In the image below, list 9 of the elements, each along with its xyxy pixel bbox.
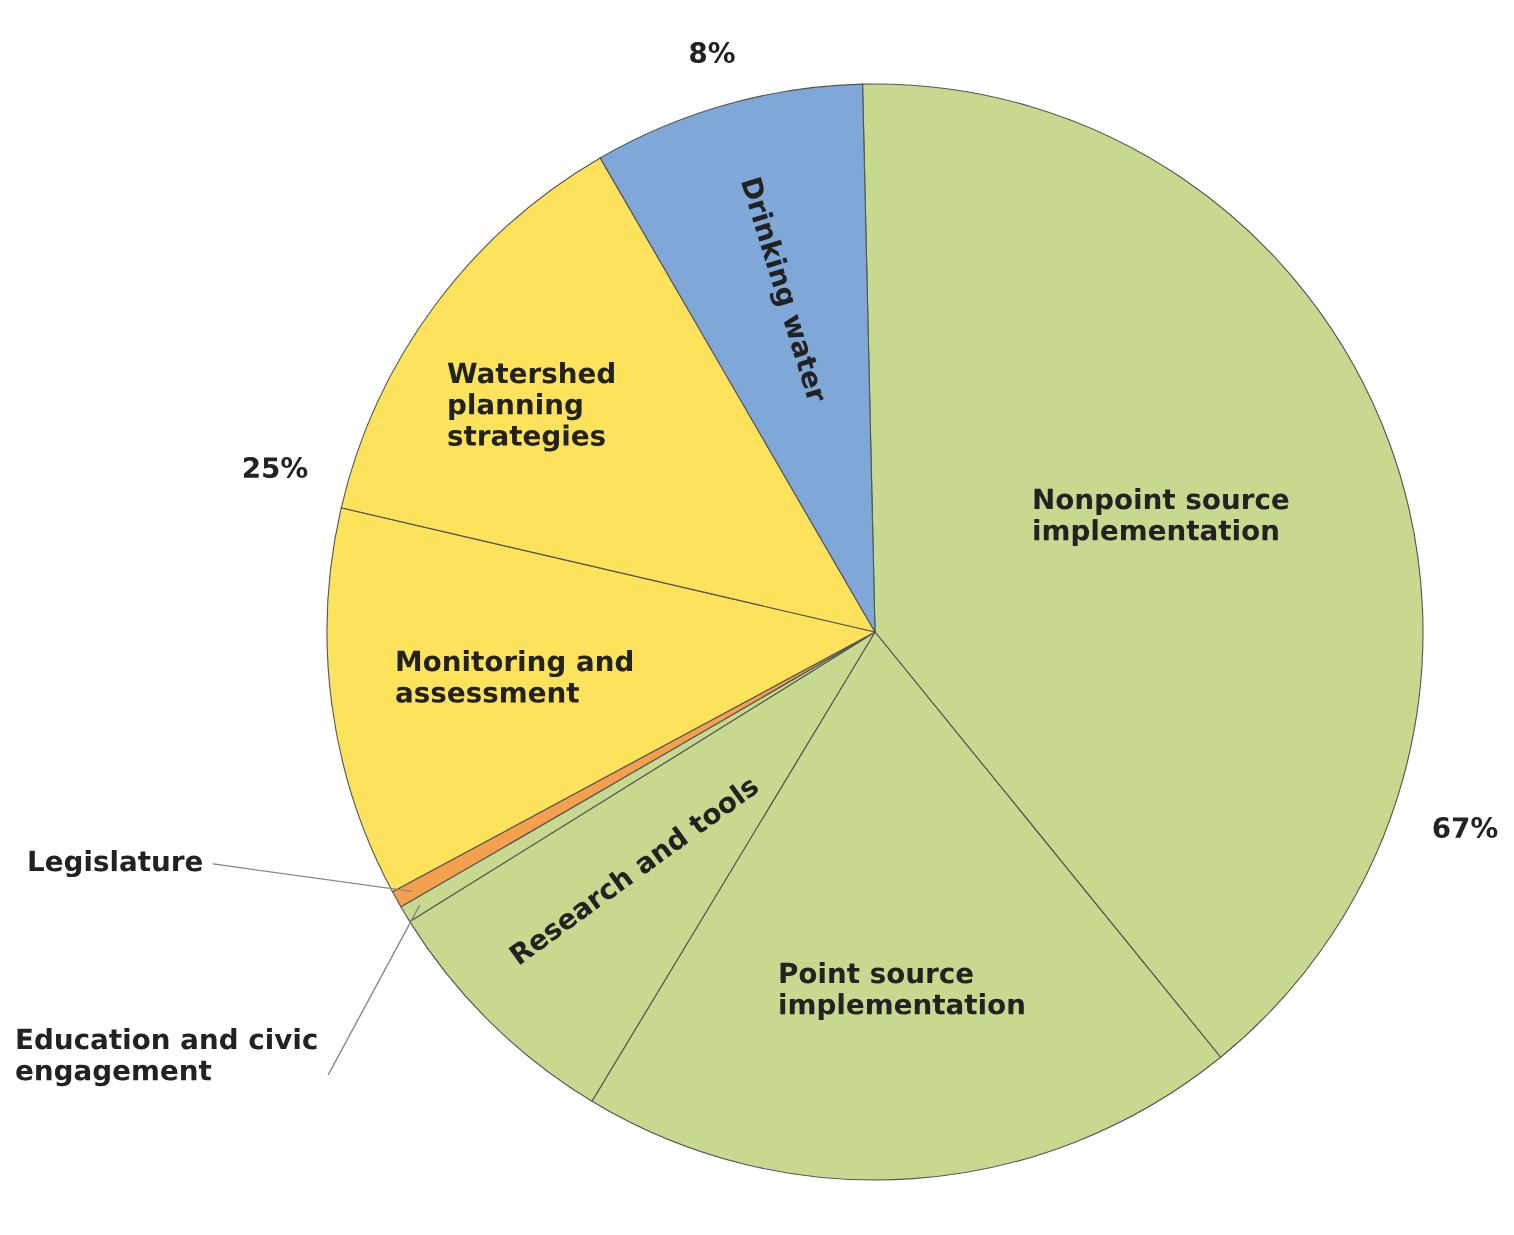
slice-label: Watershed planning strategies <box>447 362 614 452</box>
text: 8% <box>690 42 735 64</box>
slice-label: Monitoring and assessment <box>396 650 633 703</box>
slice-label: Legislature <box>29 850 202 878</box>
slice-label: Nonpoint source implementation <box>1034 488 1289 546</box>
text: 67% <box>1433 817 1498 839</box>
text: 25% <box>243 457 308 479</box>
slice-label: Education and civic engagement <box>16 1028 317 1087</box>
slice-label: Point source implementation <box>780 962 1024 1020</box>
